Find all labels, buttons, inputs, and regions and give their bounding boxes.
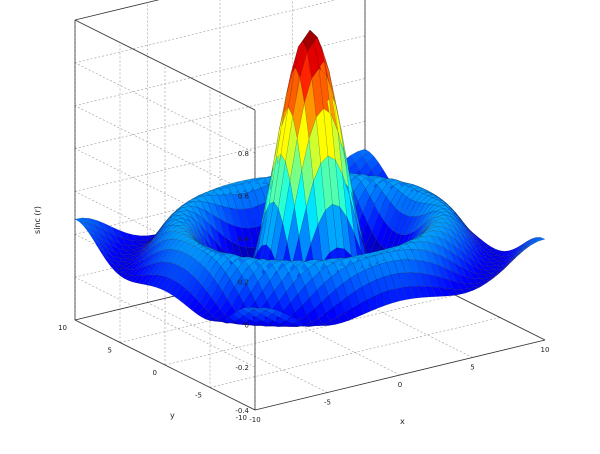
z-tick-label: 0 xyxy=(245,321,249,329)
axis-line xyxy=(74,0,160,21)
y-tick-label: -5 xyxy=(195,392,202,400)
z-axis-label: sinc (r) xyxy=(33,206,42,234)
grid-line xyxy=(292,267,473,358)
y-axis-label: y xyxy=(170,411,175,420)
z-tick-label: -0.4 xyxy=(235,407,249,415)
surface-mesh xyxy=(74,29,546,327)
grid-line xyxy=(74,105,256,196)
axis-line xyxy=(74,319,256,411)
grid-line xyxy=(209,317,501,388)
grid-line xyxy=(219,284,401,376)
x-axis-label: x xyxy=(400,417,405,426)
tick-labels: -0.4 -0.2 0 0.2 0.4 0.6 0.8 -10 -5 0 5 10 -10 -5 0 5 10 xyxy=(58,150,549,424)
z-tick-label: -0.2 xyxy=(235,364,249,372)
y-tick-label: 0 xyxy=(153,369,157,377)
z-tick-label: 0.6 xyxy=(238,193,250,201)
z-tick-label: 0.4 xyxy=(238,236,250,244)
y-tick-label: 10 xyxy=(58,324,67,332)
z-tick-label: 0.8 xyxy=(238,150,249,158)
x-tick-label: -10 xyxy=(249,416,260,424)
x-tick-label: 0 xyxy=(398,381,402,389)
axis-line xyxy=(74,19,256,111)
x-tick-label: 5 xyxy=(470,364,474,372)
z-tick-label: 0.2 xyxy=(238,278,249,286)
x-tick-label: -5 xyxy=(324,399,331,407)
grid-line xyxy=(74,276,256,368)
axis-line xyxy=(254,339,546,411)
surface-patch xyxy=(533,237,546,242)
grid-line xyxy=(147,302,328,393)
x-tick-label: 10 xyxy=(541,346,550,354)
y-tick-label: -10 xyxy=(236,414,247,422)
y-tick-label: 5 xyxy=(108,347,112,355)
